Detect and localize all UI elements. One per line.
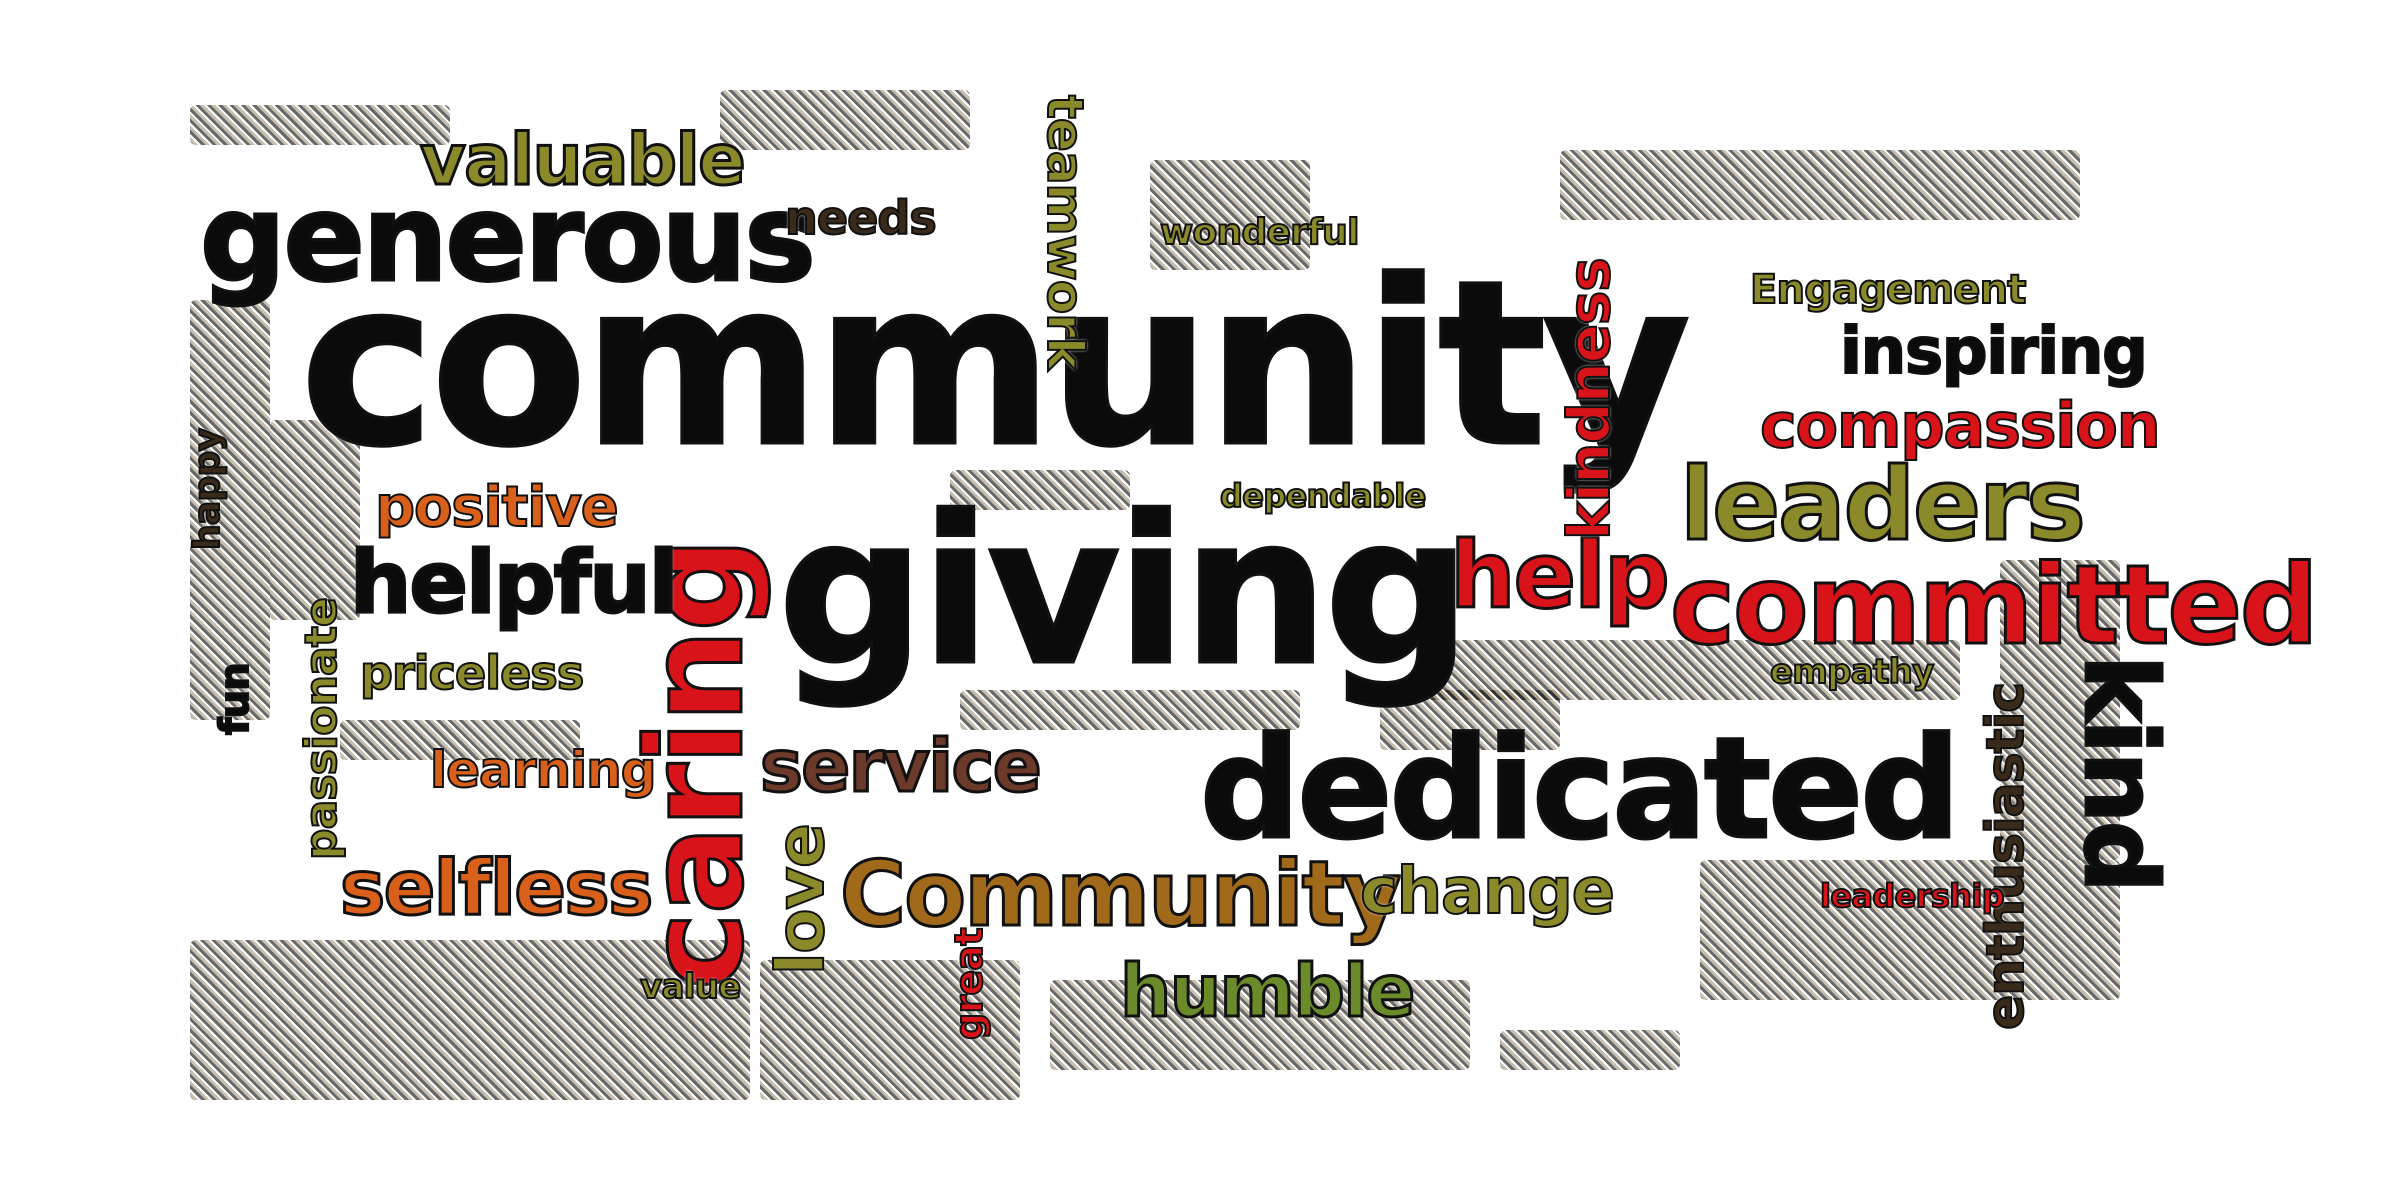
- word-priceless: priceless: [359, 646, 585, 700]
- word-change: change: [1359, 855, 1616, 929]
- word-needs: needs: [784, 191, 938, 245]
- word-giving: giving: [777, 473, 1473, 711]
- word-leaders: leaders: [1679, 446, 2088, 563]
- word-dependable: dependable: [1219, 477, 1427, 515]
- word-kindness: kindness: [1554, 257, 1624, 541]
- word-happy: happy: [186, 428, 229, 551]
- small-words-cluster: [720, 90, 970, 150]
- word-generous: generous: [198, 170, 817, 309]
- word-kind: kind: [2061, 654, 2181, 893]
- word-committed: committed: [1668, 541, 2320, 669]
- word-positive: positive: [374, 475, 620, 540]
- word-enthusiastic: enthusiastic: [1975, 682, 2037, 1031]
- small-words-cluster: [190, 300, 270, 720]
- word-Engagement: Engagement: [1749, 267, 2027, 313]
- small-words-cluster: [1560, 150, 2080, 220]
- small-words-cluster: [2000, 560, 2120, 860]
- word-wonderful: wonderful: [1159, 212, 1360, 253]
- word-empathy: empathy: [1769, 652, 1935, 692]
- word-service: service: [758, 724, 1043, 808]
- word-community: community: [298, 231, 1692, 497]
- small-words-cluster: [960, 690, 1300, 730]
- word-humble: humble: [1119, 949, 1417, 1033]
- small-words-cluster: [1700, 860, 2120, 1000]
- word-teamwork: teamwork: [1035, 94, 1095, 370]
- word-valuable: valuable: [418, 119, 747, 201]
- small-words-cluster: [760, 960, 1020, 1100]
- small-words-cluster: [340, 720, 580, 760]
- word-help: help: [1449, 522, 1672, 629]
- small-words-cluster: [1150, 160, 1310, 270]
- word-fun: fun: [211, 662, 259, 736]
- word-Community-capital: Community: [839, 842, 1404, 947]
- word-selfless: selfless: [339, 843, 655, 932]
- word-learning: learning: [429, 741, 658, 799]
- small-words-cluster: [270, 420, 360, 620]
- word-passionate: passionate: [295, 597, 348, 861]
- word-inspiring: inspiring: [1839, 315, 2149, 389]
- small-words-cluster: [190, 105, 450, 145]
- small-words-cluster: [190, 940, 750, 1100]
- small-words-cluster: [1500, 1030, 1680, 1070]
- word-great: great: [946, 927, 992, 1041]
- small-words-cluster: [950, 470, 1130, 510]
- word-compassion: compassion: [1759, 389, 2162, 462]
- small-words-cluster: [1050, 980, 1470, 1070]
- word-leadership: leadership: [1819, 877, 2006, 915]
- word-value: value: [639, 967, 742, 1007]
- word-dedicated: dedicated: [1199, 708, 1963, 871]
- word-helpful: helpful: [349, 533, 680, 633]
- small-words-cluster: [1380, 690, 1560, 750]
- word-love: love: [761, 824, 840, 976]
